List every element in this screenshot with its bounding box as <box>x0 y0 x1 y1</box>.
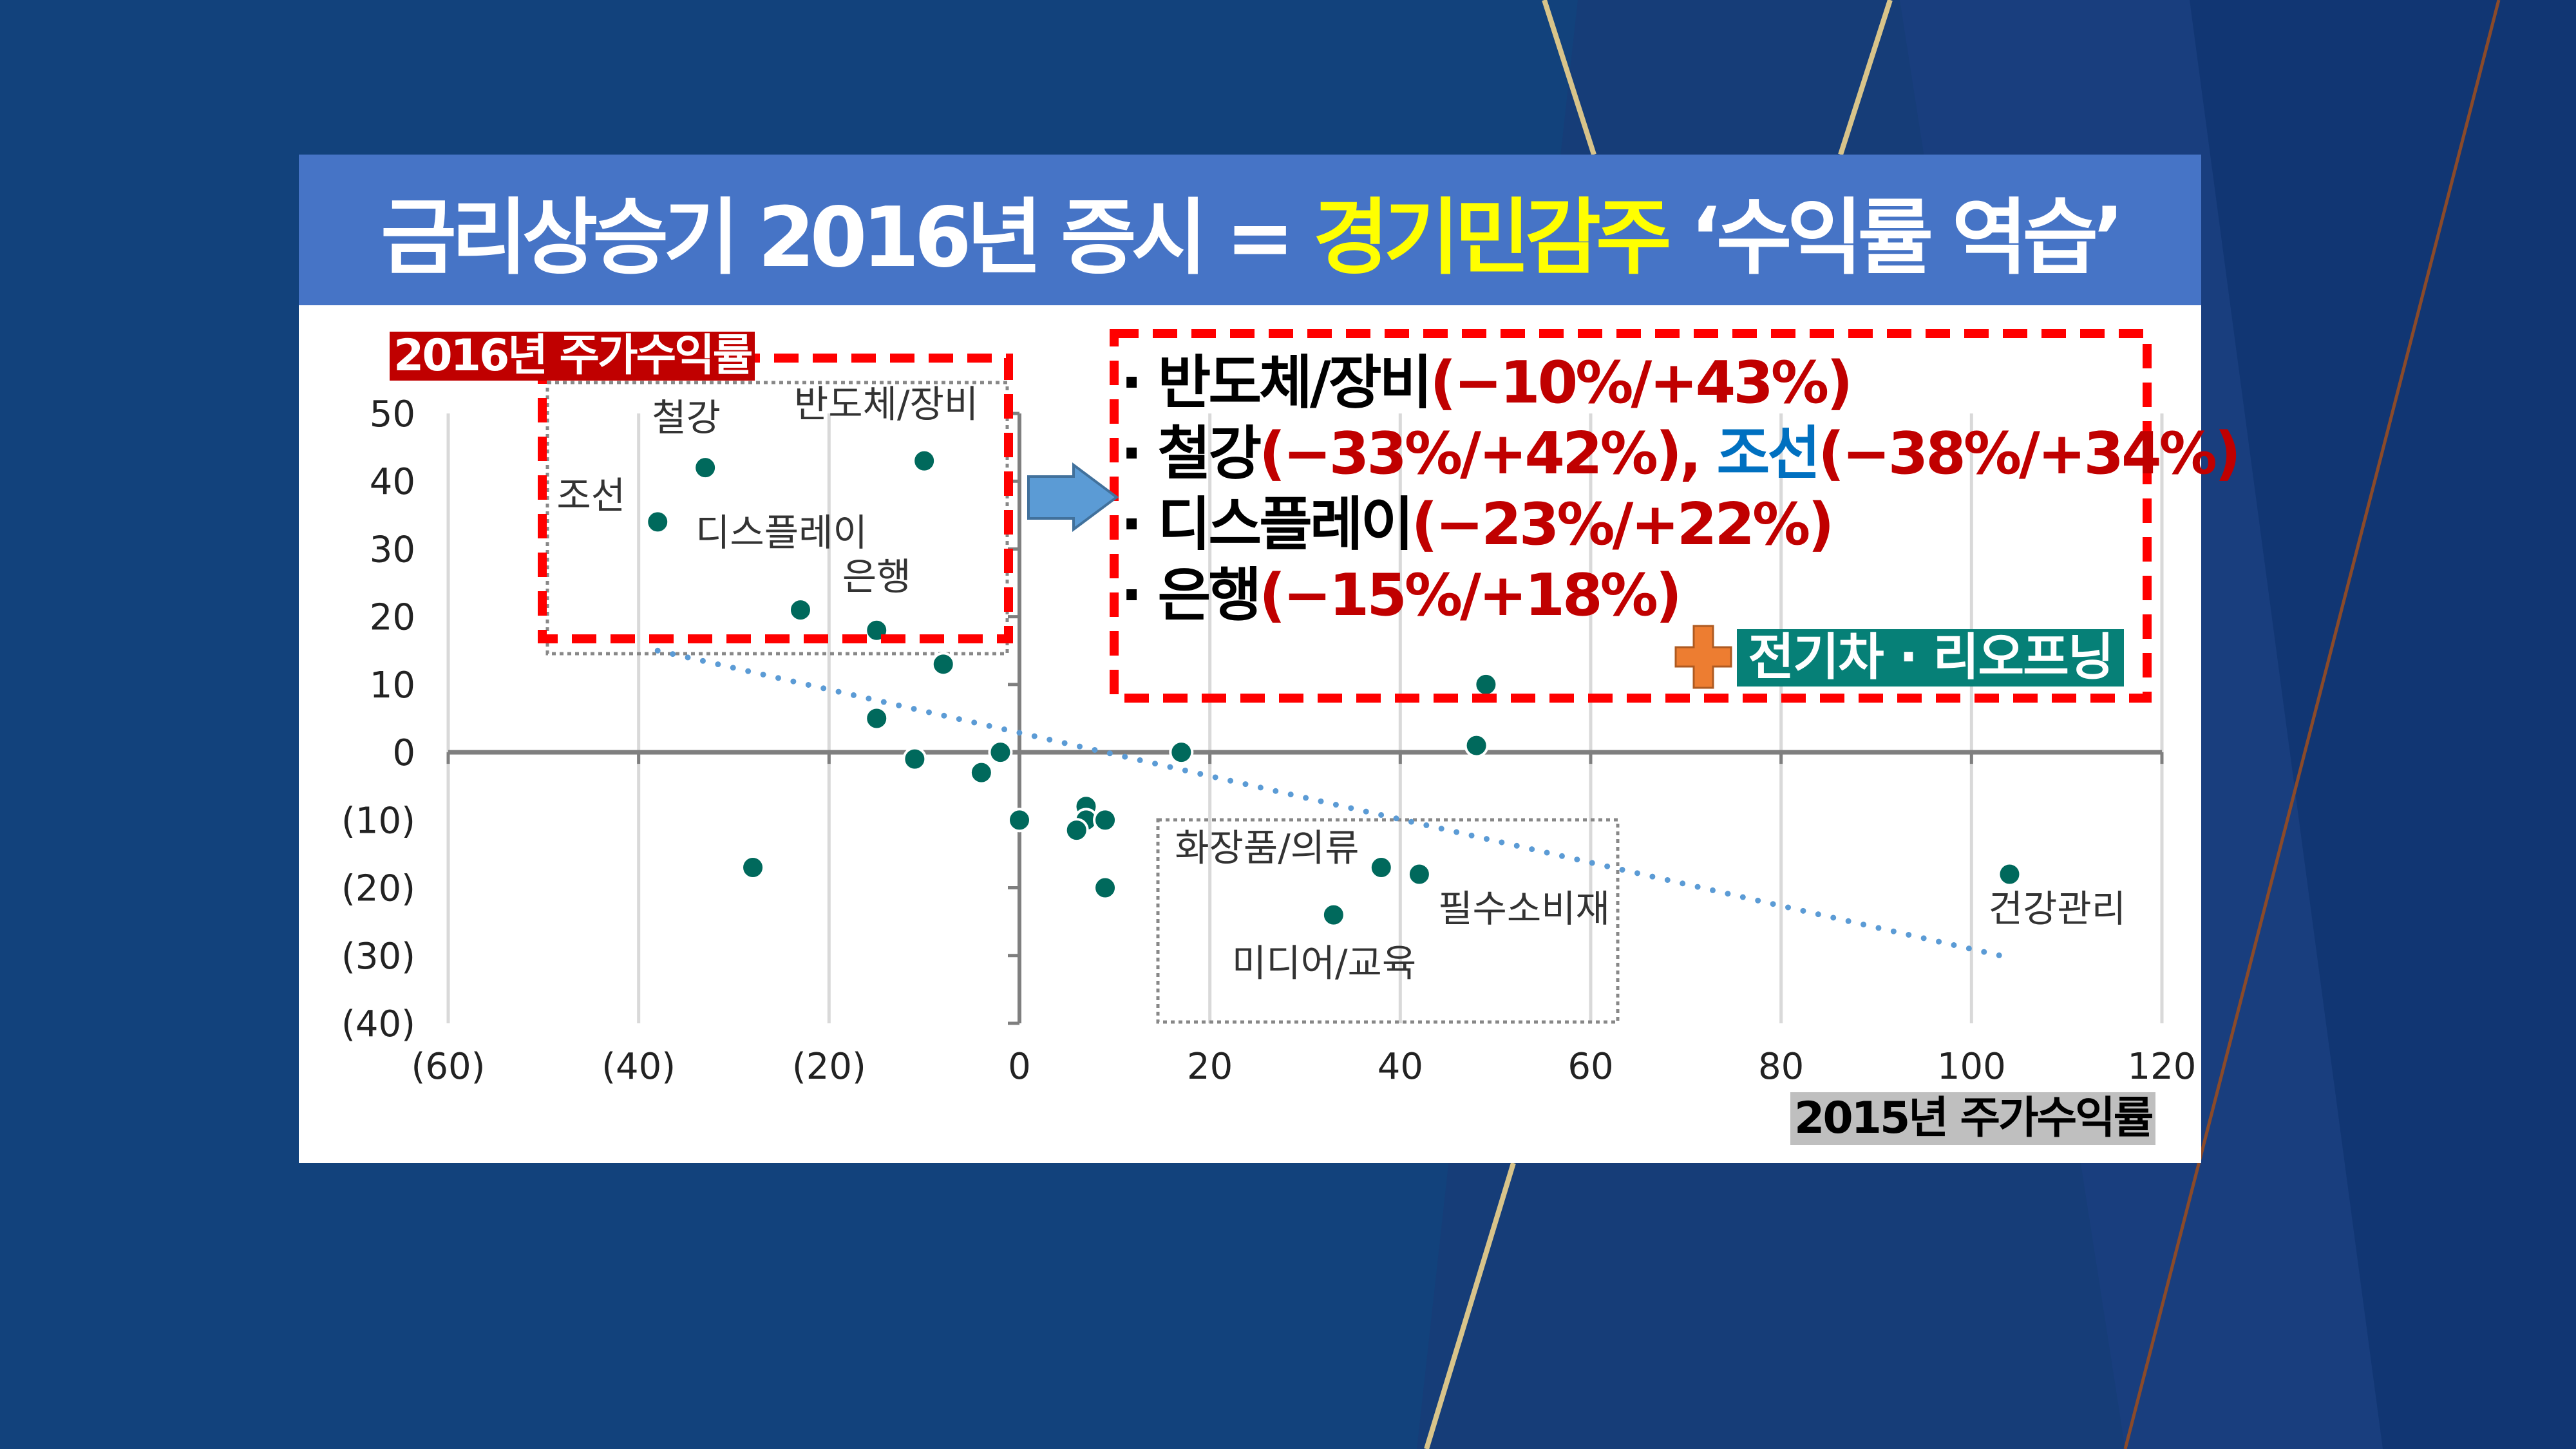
sector-value: (−23%/+22%) <box>1411 491 1835 558</box>
data-point <box>912 448 937 473</box>
point-annotation: 은행 <box>842 555 911 599</box>
y-tick-label: (40) <box>341 1003 415 1045</box>
highlight-box-gray-bottom <box>1156 818 1620 1024</box>
point-annotation: 미디어/교육 <box>1232 941 1416 985</box>
callout-line-steel-shipbuilding: · 철강(−33%/+42%), 조선(−38%/+34%) <box>1121 419 2241 489</box>
y-tick-label: 20 <box>370 597 415 639</box>
data-point <box>1064 818 1089 843</box>
data-point <box>902 746 927 772</box>
page-title: 금리상승기 2016년 증시 = 경기민감주 ‘수익률 역습’ <box>299 155 2201 305</box>
data-point <box>1093 808 1118 833</box>
sector-name: 은행 <box>1157 562 1262 629</box>
x-tick-label: 60 <box>1567 1046 1613 1088</box>
data-point <box>988 740 1013 765</box>
x-tick-label: 120 <box>2128 1046 2197 1088</box>
point-annotation: 화장품/의류 <box>1175 826 1359 869</box>
x-tick-label: (20) <box>792 1046 866 1088</box>
x-tick-label: 100 <box>1937 1046 2006 1088</box>
x-tick-label: 80 <box>1758 1046 1804 1088</box>
sector-value: (−15%/+18%) <box>1259 562 1682 629</box>
data-point <box>1368 855 1394 880</box>
callout-box-red-left <box>538 354 1013 643</box>
arrow-right-icon <box>1027 462 1119 532</box>
y-tick-label: 10 <box>370 665 415 706</box>
y-axis-title: 2016년 주가수익률 <box>390 332 755 381</box>
title-highlight: 경기민감주 <box>1312 189 1672 286</box>
trendline <box>654 647 2003 959</box>
sector-value: (−10%/+43%) <box>1430 349 1853 417</box>
sector-name-blue: 조선 <box>1699 420 1821 488</box>
data-point <box>969 760 994 785</box>
data-point <box>1406 862 1432 887</box>
sector-name: 디스플레이 <box>1157 491 1414 558</box>
y-tick-label: 30 <box>370 529 415 571</box>
plus-icon <box>1674 625 1732 689</box>
data-point <box>931 652 956 677</box>
bullet: · <box>1121 420 1158 488</box>
bullet: · <box>1121 562 1158 629</box>
point-annotation: 반도체/장비 <box>794 382 978 426</box>
sector-value: (−33%/+42%), <box>1259 420 1701 488</box>
data-point <box>788 598 813 623</box>
point-annotation: 건강관리 <box>1989 887 2126 931</box>
data-point <box>693 455 718 480</box>
y-tick-label: (20) <box>341 868 415 910</box>
ev-reopening-tag: 전기차 · 리오프닝 <box>1737 629 2124 687</box>
sector-name: 반도체/장비 <box>1157 349 1433 417</box>
callout-text: · 반도체/장비(−10%/+43%) · 철강(−33%/+42%), 조선(−… <box>1121 348 2241 631</box>
data-point <box>1997 862 2022 887</box>
point-annotation: 철강 <box>652 395 721 439</box>
data-point <box>864 706 889 731</box>
callout-line-display: · 디스플레이(−23%/+22%) <box>1121 489 2239 560</box>
data-point <box>1464 733 1489 758</box>
y-tick-label: (30) <box>341 936 415 978</box>
x-tick-label: 20 <box>1187 1046 1233 1088</box>
data-point <box>741 855 766 880</box>
sector-value: (−38%/+34%) <box>1818 420 2241 488</box>
y-tick-label: 50 <box>370 393 415 435</box>
data-point <box>1169 740 1194 765</box>
data-point <box>645 509 670 535</box>
callout-line-semiconductor: · 반도체/장비(−10%/+43%) <box>1121 348 2239 419</box>
y-tick-label: 40 <box>370 461 415 503</box>
data-point <box>1321 902 1346 927</box>
x-tick-label: 0 <box>1008 1046 1031 1088</box>
bullet: · <box>1121 491 1158 558</box>
title-text: 금리상승기 2016년 증시 = <box>381 189 1313 286</box>
point-annotation: 디스플레이 <box>696 511 867 554</box>
data-point <box>1093 875 1118 900</box>
point-annotation: 필수소비재 <box>1438 887 1610 931</box>
x-tick-label: (40) <box>601 1046 676 1088</box>
y-tick-label: (10) <box>341 800 415 842</box>
title-text-end: ‘수익률 역습’ <box>1666 189 2125 286</box>
x-tick-label: (60) <box>412 1046 486 1088</box>
point-annotation: 조선 <box>556 473 625 517</box>
callout-box-red-right <box>1110 329 2152 703</box>
bullet: · <box>1121 349 1158 417</box>
y-tick-label: 0 <box>392 732 415 774</box>
data-point <box>1007 808 1032 833</box>
callout-line-bank: · 은행(−15%/+18%) <box>1121 560 2239 631</box>
x-tick-label: 40 <box>1378 1046 1423 1088</box>
x-axis-title: 2015년 주가수익률 <box>1790 1092 2156 1145</box>
data-point <box>1473 672 1499 697</box>
sector-name: 철강 <box>1157 420 1262 488</box>
